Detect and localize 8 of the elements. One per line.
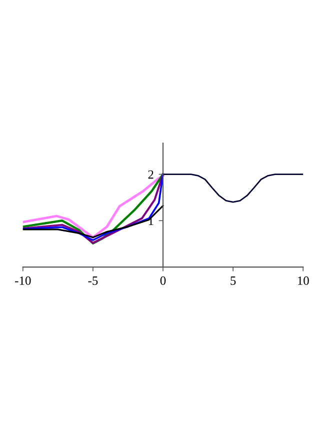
x-tick-label: -10 (15, 276, 31, 285)
y-tick-label: 2 (148, 170, 154, 179)
x-tick-label: 5 (230, 276, 236, 285)
line-series (22, 205, 164, 238)
x-tick-label: 10 (298, 276, 309, 285)
x-tick-label: 0 (160, 276, 166, 285)
line-series (162, 174, 304, 203)
x-tick-label: -5 (88, 276, 98, 285)
